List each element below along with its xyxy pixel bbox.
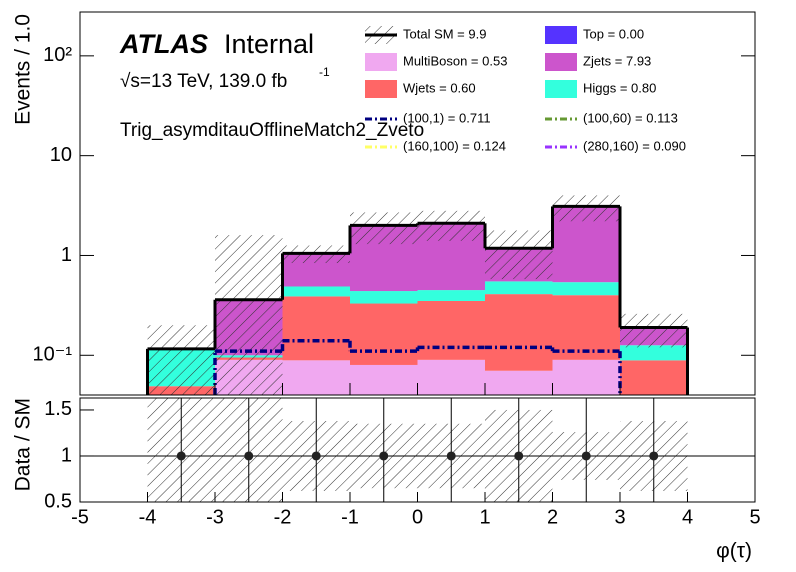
stack-bar (552, 295, 620, 360)
stack-bar (350, 291, 418, 304)
energy-label: √s=13 TeV, 139.0 fb (120, 71, 287, 92)
stack-bar (552, 359, 620, 395)
data-point (581, 451, 591, 461)
legend: Total SM = 9.9 MultiBoson = 0.53 Wjets = 0… (365, 26, 686, 153)
x-tick-label: 1 (479, 506, 490, 528)
energy-sup: -1 (319, 65, 330, 79)
legend-label: Top = 0.00 (583, 26, 644, 41)
ratio-y-axis-label: Data / SM (12, 398, 35, 491)
x-tick-label: -3 (206, 506, 224, 528)
stack-bar (485, 294, 553, 371)
legend-swatch (545, 26, 577, 44)
stack-bar (282, 286, 350, 297)
stack-bar (282, 296, 350, 361)
stack-bar (620, 345, 688, 361)
y-tick-label: 10 (50, 144, 72, 166)
x-tick-label: -4 (139, 506, 157, 528)
y-tick-label: 10⁻¹ (33, 344, 73, 366)
atlas-label: ATLAS (119, 29, 208, 59)
stack-bar (350, 303, 418, 365)
axes: 10⁻¹ 1 10 10² 0.5 1 1.5 -5 -4 -3 -2 -1 0 1 2 3 4 5 (33, 11, 761, 528)
x-tick-label: 0 (412, 506, 423, 528)
legend-label: (100,1) = 0.711 (403, 110, 491, 125)
x-tick-label: -1 (341, 506, 359, 528)
ratio-y-tick-label: 1 (61, 444, 72, 466)
legend-label: (280,160) = 0.090 (583, 138, 686, 153)
labels: ATLAS Internal √s=13 TeV, 139.0 fb -1 Tr… (12, 14, 752, 563)
stack-bar (350, 364, 418, 395)
uncertainty-band (552, 195, 620, 222)
x-tick-label: -2 (274, 506, 292, 528)
data-point (379, 451, 389, 461)
region-label: Trig_asymditauOfflineMatch2_Zveto (120, 120, 424, 141)
data-point (176, 451, 186, 461)
x-axis-label: φ(τ) (716, 540, 752, 563)
y-tick-label: 1 (61, 244, 72, 266)
ratio-y-tick-label: 0.5 (44, 490, 72, 512)
data-point (514, 451, 524, 461)
stack-bar (417, 359, 485, 395)
data-point (311, 451, 321, 461)
main-plot (146, 195, 689, 395)
legend-label: (100,60) = 0.113 (583, 110, 678, 125)
legend-swatch (365, 80, 397, 98)
legend-label: Zjets = 7.93 (583, 53, 651, 68)
data-point (446, 451, 456, 461)
x-tick-label: 3 (614, 506, 625, 528)
y-tick-label: 10² (43, 44, 72, 66)
stack-bar (282, 360, 350, 395)
x-tick-label: 5 (749, 506, 760, 528)
data-point (244, 451, 254, 461)
legend-label: (160,100) = 0.124 (403, 138, 506, 153)
uncertainty-band (350, 212, 418, 245)
stack-bar (485, 281, 553, 295)
legend-label: Wjets = 0.60 (403, 80, 476, 95)
x-tick-label: 2 (547, 506, 558, 528)
uncertainty-band (417, 210, 485, 241)
legend-swatch (365, 53, 397, 71)
x-tick-label: -5 (71, 506, 89, 528)
data-point (649, 451, 659, 461)
legend-swatch (545, 80, 577, 98)
legend-label: MultiBoson = 0.53 (403, 53, 507, 68)
stack-bar (417, 290, 485, 301)
ratio-y-tick-label: 1.5 (44, 398, 72, 420)
stack-bar (485, 370, 553, 395)
legend-label: Higgs = 0.80 (583, 80, 656, 95)
stack-bar (620, 360, 688, 395)
stack-bar (417, 300, 485, 360)
uncertainty-band (620, 313, 688, 348)
y-axis-label: Events / 1.0 (12, 14, 35, 125)
x-tick-label: 4 (682, 506, 693, 528)
legend-swatch (545, 53, 577, 71)
uncertainty-band (147, 325, 215, 395)
stack-bar (552, 282, 620, 296)
status-label: Internal (224, 29, 314, 59)
uncertainty-band (215, 235, 283, 395)
uncertainty-band (485, 230, 553, 280)
ratio-plot (80, 398, 755, 502)
legend-label: Total SM = 9.9 (403, 26, 486, 41)
